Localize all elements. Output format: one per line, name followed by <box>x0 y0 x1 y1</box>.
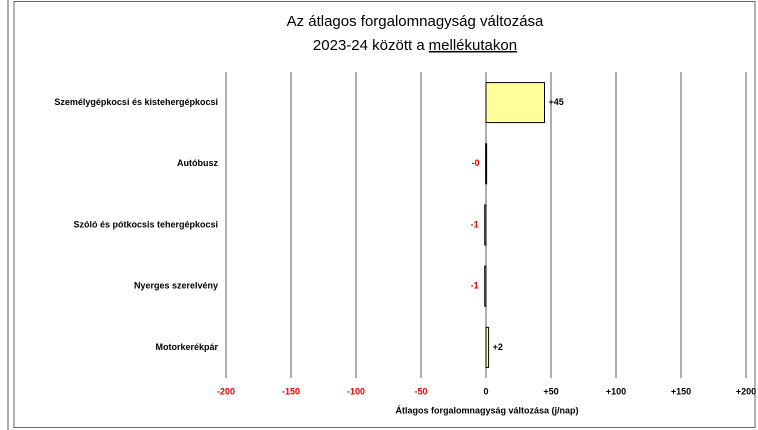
value-label: +45 <box>549 97 564 107</box>
x-tick-label: -200 <box>217 386 235 396</box>
chart-title-emphasis: mellékutakon <box>429 37 517 54</box>
value-label: -0 <box>472 158 480 168</box>
x-axis-label: Átlagos forgalomnagyság változása (j/nap… <box>395 405 578 415</box>
x-tick-label: +200 <box>736 386 756 396</box>
y-tick-label: Szóló és pótkocsis tehergépkocsi <box>73 219 218 229</box>
bar <box>484 204 487 246</box>
bar <box>485 143 488 185</box>
x-tick-label: -100 <box>347 386 365 396</box>
chart-title: Az átlagos forgalomnagyság változása <box>287 13 544 30</box>
y-tick-label: Autóbusz <box>177 158 218 168</box>
x-tick-label: -150 <box>282 386 300 396</box>
value-label: -1 <box>471 281 479 291</box>
x-tick-label: 0 <box>483 386 488 396</box>
bar <box>485 82 545 124</box>
bar <box>484 265 487 307</box>
x-tick-label: +100 <box>606 386 626 396</box>
y-tick-label: Nyerges szerelvény <box>134 281 218 291</box>
x-tick-label: -50 <box>414 386 427 396</box>
x-tick-label: +50 <box>543 386 558 396</box>
y-tick-label: Motorkerékpár <box>155 342 218 352</box>
x-tick-label: +150 <box>671 386 691 396</box>
y-tick-label: Személygépkocsi és kistehergépkocsi <box>54 97 218 107</box>
chart-title: 2023-24 között a <box>313 37 425 54</box>
bar <box>485 326 490 368</box>
value-label: -1 <box>471 219 479 229</box>
value-label: +2 <box>493 342 503 352</box>
chart-frame <box>13 1 756 428</box>
